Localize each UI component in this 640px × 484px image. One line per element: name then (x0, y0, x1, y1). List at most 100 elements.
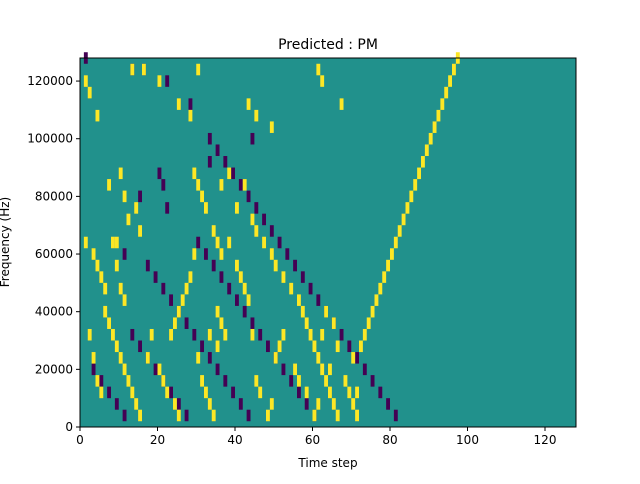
high-value-cell (235, 202, 239, 214)
high-value-cell (200, 375, 205, 387)
high-value-cell (130, 386, 135, 399)
low-value-cell (99, 375, 104, 387)
low-value-cell (386, 398, 391, 410)
low-value-cell (184, 317, 189, 329)
high-value-cell (281, 328, 286, 341)
low-value-cell (211, 259, 216, 272)
high-value-cell (269, 248, 274, 260)
low-value-cell (281, 363, 286, 376)
high-value-cell (339, 98, 344, 110)
high-value-cell (312, 340, 317, 353)
high-value-cell (250, 213, 255, 226)
low-value-cell (165, 75, 170, 87)
high-value-cell (173, 398, 177, 410)
high-value-cell (308, 328, 313, 341)
low-value-cell (250, 132, 255, 145)
plot-frame (79, 57, 577, 428)
high-value-cell (142, 63, 146, 76)
high-value-cell (204, 386, 208, 399)
low-value-cell (277, 236, 282, 249)
high-value-cell (374, 294, 379, 306)
low-value-cell (165, 202, 170, 214)
high-value-cell (95, 109, 100, 122)
high-value-cell (176, 98, 181, 110)
high-value-cell (103, 305, 108, 318)
high-value-cell (328, 386, 332, 399)
high-value-cell (134, 202, 139, 214)
low-value-cell (393, 409, 398, 422)
low-value-cell (231, 167, 236, 180)
high-value-cell (184, 282, 189, 295)
low-value-cell (347, 340, 352, 353)
high-value-cell (196, 179, 201, 191)
high-value-cell (223, 328, 228, 341)
high-value-cell (266, 409, 270, 422)
high-value-cell (87, 328, 92, 341)
high-value-cell (273, 352, 278, 364)
high-value-cell (211, 409, 216, 422)
high-value-cell (417, 167, 422, 180)
plot-area (79, 52, 577, 428)
high-value-cell (359, 340, 363, 353)
high-value-cell (246, 294, 251, 306)
low-value-cell (207, 352, 212, 364)
high-value-cell (386, 259, 391, 272)
x-tick-label: 100 (456, 433, 479, 447)
high-value-cell (165, 386, 170, 399)
high-value-cell (324, 305, 329, 318)
high-value-cell (91, 352, 96, 364)
high-value-cell (335, 340, 340, 353)
high-value-cell (347, 386, 352, 399)
high-value-cell (320, 328, 325, 341)
high-value-cell (277, 340, 282, 353)
high-value-cell (238, 271, 243, 283)
high-value-cell (192, 248, 197, 260)
high-value-cell (103, 282, 108, 295)
high-value-cell (269, 398, 274, 410)
high-value-cell (355, 386, 360, 399)
high-value-cell (331, 317, 336, 329)
low-value-cell (138, 340, 143, 353)
low-value-cell (362, 363, 367, 376)
low-value-cell (308, 282, 313, 295)
high-value-cell (320, 75, 325, 87)
high-value-cell (176, 409, 181, 422)
x-tick-label: 20 (150, 433, 165, 447)
high-value-cell (293, 363, 298, 376)
y-tick-label: 80000 (35, 189, 73, 203)
high-value-cell (118, 167, 123, 180)
low-value-cell (246, 190, 251, 203)
high-value-cell (254, 225, 259, 237)
y-axis: 0 20000 40000 60000 80000 100000 120000 (27, 74, 80, 434)
high-value-cell (138, 225, 143, 237)
low-value-cell (145, 259, 150, 272)
low-value-cell (215, 144, 220, 157)
high-value-cell (281, 271, 286, 283)
y-tick-label: 20000 (35, 362, 73, 376)
x-axis: 0 20 40 60 80 100 120 (76, 427, 556, 447)
low-value-cell (207, 156, 212, 168)
low-value-cell (304, 398, 309, 410)
high-value-cell (397, 225, 402, 237)
high-value-cell (250, 328, 255, 341)
high-value-cell (204, 202, 208, 214)
low-value-cell (235, 294, 239, 306)
high-value-cell (246, 98, 251, 110)
high-value-cell (378, 282, 383, 295)
low-value-cell (355, 352, 360, 364)
low-value-cell (196, 236, 201, 249)
high-value-cell (215, 236, 220, 249)
high-value-cell (320, 363, 325, 376)
high-value-cell (173, 317, 177, 329)
x-tick-label: 80 (382, 433, 397, 447)
high-value-cell (192, 167, 197, 180)
high-value-cell (122, 190, 127, 203)
x-tick-label: 0 (76, 433, 84, 447)
high-value-cell (316, 352, 321, 364)
x-tick-label: 120 (534, 433, 557, 447)
low-value-cell (204, 248, 208, 260)
high-value-cell (91, 248, 96, 260)
low-value-cell (250, 317, 255, 329)
low-value-cell (161, 179, 166, 191)
low-value-cell (289, 375, 294, 387)
